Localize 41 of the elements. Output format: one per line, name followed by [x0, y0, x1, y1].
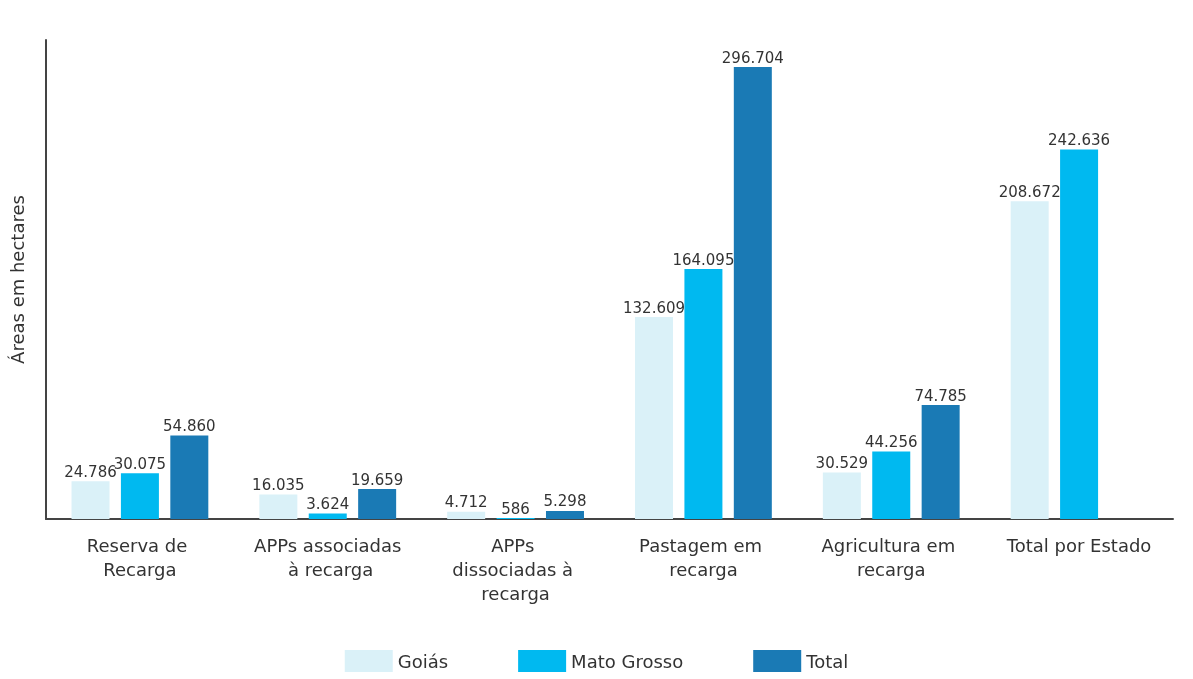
x-tick-label: Total por Estado — [1005, 534, 1152, 556]
bar — [872, 451, 911, 519]
data-label: 4.712 — [444, 493, 488, 512]
data-label: 242.636 — [1048, 130, 1111, 149]
legend-label: Mato Grosso — [571, 650, 684, 672]
data-label: 208.672 — [998, 182, 1061, 201]
data-label: 5.298 — [543, 492, 587, 511]
data-label: 19.659 — [350, 470, 404, 489]
bar — [308, 513, 347, 519]
data-label: 586 — [501, 499, 530, 518]
bar — [822, 472, 861, 519]
y-axis-title: Áreas em hectares — [6, 195, 28, 364]
data-label: 3.624 — [306, 494, 350, 513]
legend-label: Goiás — [397, 650, 449, 672]
data-label: 74.785 — [914, 386, 967, 405]
data-label: 44.256 — [865, 433, 918, 452]
data-label: 54.860 — [163, 416, 216, 435]
x-tick-label: APPs dissociadas à recarga — [452, 534, 579, 604]
data-label: 296.704 — [721, 48, 784, 67]
bar — [1010, 201, 1049, 519]
bar — [120, 473, 159, 519]
data-label: 30.529 — [815, 454, 869, 472]
bar — [733, 67, 772, 519]
bar — [259, 494, 298, 519]
bar — [684, 269, 723, 519]
x-tick-label: APPs associadas à recarga — [254, 534, 402, 580]
x-tick-label: Reserva de Recarga — [86, 534, 194, 580]
bar — [71, 481, 110, 519]
bar — [545, 510, 584, 519]
x-tick-label: Agricultura em recarga — [821, 534, 961, 580]
bar — [921, 405, 960, 519]
bar — [635, 317, 674, 519]
bar — [358, 489, 397, 519]
data-label: 16.035 — [252, 476, 305, 495]
data-label: 164.095 — [672, 250, 735, 269]
bar — [447, 511, 486, 519]
legend-label: Total — [805, 650, 849, 672]
bar — [170, 435, 209, 519]
bar — [1060, 149, 1099, 519]
data-label: 132.609 — [623, 298, 686, 317]
x-tick-label: Pastagem em recarga — [639, 534, 768, 580]
